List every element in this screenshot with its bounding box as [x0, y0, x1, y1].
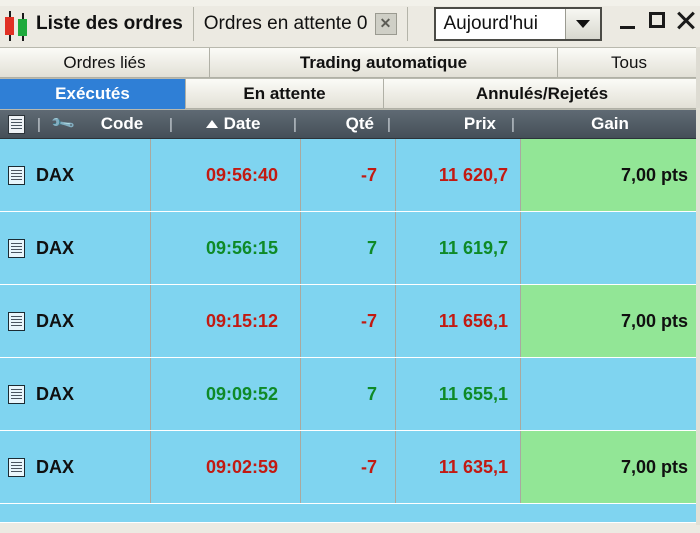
chevron-down-icon[interactable] [564, 8, 600, 39]
cell-prix: 11 655,1 [395, 358, 520, 430]
column-header-qte[interactable]: Qté [345, 114, 374, 133]
header-separator: | [511, 115, 515, 133]
row-document-icon[interactable] [0, 285, 32, 357]
tab-ordres-lies[interactable]: Ordres liés [0, 48, 210, 78]
cell-qte: 7 [300, 358, 395, 430]
cell-code: DAX [36, 164, 75, 185]
header-separator: | [169, 115, 173, 133]
column-header-date-label: Date [223, 114, 261, 133]
header-separator: | [293, 115, 297, 133]
cell-code: DAX [36, 310, 75, 331]
cell-prix: 11 619,7 [395, 212, 520, 284]
cell-gain: 7,00 pts [520, 139, 700, 211]
pending-close-icon[interactable]: ✕ [374, 12, 397, 35]
pending-orders-label: Ordres en attente 0 [203, 12, 368, 34]
tabs-row-primary: Ordres liés Trading automatique Tous [0, 48, 700, 79]
cell-date: 09:15:12 [150, 285, 300, 357]
cell-date: 09:56:40 [150, 139, 300, 211]
cell-prix: 11 635,1 [395, 431, 520, 503]
window-controls [618, 10, 696, 32]
titlebar-top-strip [0, 0, 700, 6]
column-header-code[interactable]: Code [100, 114, 144, 133]
tab-en-attente-label: En attente [243, 83, 326, 103]
table-row[interactable]: DAX 09:09:52 7 11 655,1 [0, 358, 700, 431]
tab-executes[interactable]: Exécutés [0, 79, 186, 109]
titlebar-divider-2 [406, 6, 408, 41]
column-header-gain[interactable]: Gain [591, 114, 629, 133]
titlebar-divider-1 [192, 6, 194, 41]
period-filter-dropdown[interactable]: Aujourd'hui [433, 6, 602, 41]
row-document-icon[interactable] [0, 212, 32, 284]
column-header-prix[interactable]: Prix [463, 114, 496, 133]
table-header: | 🔧 Code | Date | Qté | Prix | Gain [0, 110, 700, 139]
row-document-icon[interactable] [0, 431, 32, 503]
tab-trading-automatique[interactable]: Trading automatique [210, 48, 558, 78]
tab-trading-automatique-label: Trading automatique [299, 52, 468, 72]
document-icon [0, 110, 32, 138]
header-separator: | [387, 115, 391, 133]
sort-asc-icon [205, 120, 218, 128]
window-title: Liste des ordres [36, 12, 183, 34]
period-filter-value: Aujourd'hui [443, 12, 538, 34]
cell-qte: -7 [300, 139, 395, 211]
cell-gain [520, 358, 700, 430]
cell-qte: -7 [300, 285, 395, 357]
cell-gain: 7,00 pts [520, 285, 700, 357]
maximize-icon[interactable] [647, 10, 667, 32]
tab-tous[interactable]: Tous [558, 48, 700, 78]
window-titlebar: Liste des ordres Ordres en attente 0 ✕ A… [0, 0, 700, 48]
tab-executes-label: Exécutés [55, 84, 130, 103]
vertical-scrollbar[interactable] [696, 108, 700, 525]
tab-en-attente[interactable]: En attente [186, 79, 384, 109]
tab-annules-rejetes-label: Annulés/Rejetés [475, 83, 609, 103]
close-icon[interactable] [676, 10, 696, 32]
cell-qte: -7 [300, 431, 395, 503]
table-row-partial [0, 504, 700, 523]
cell-date: 09:09:52 [150, 358, 300, 430]
cell-prix: 11 620,7 [395, 139, 520, 211]
tabs-row-secondary: Exécutés En attente Annulés/Rejetés [0, 79, 700, 110]
table-row[interactable]: DAX 09:02:59 -7 11 635,1 7,00 pts [0, 431, 700, 504]
wrench-icon[interactable]: 🔧 [50, 111, 77, 138]
row-document-icon[interactable] [0, 358, 32, 430]
candlestick-icon [4, 9, 30, 43]
header-separator: | [37, 115, 41, 133]
orders-table-body: DAX 09:56:40 -7 11 620,7 7,00 pts DAX 09:56:15… [0, 139, 700, 504]
cell-date: 09:02:59 [150, 431, 300, 503]
minimize-icon[interactable] [618, 10, 638, 32]
tab-annules-rejetes[interactable]: Annulés/Rejetés [384, 79, 700, 109]
row-document-icon[interactable] [0, 139, 32, 211]
cell-gain [520, 212, 700, 284]
cell-gain: 7,00 pts [520, 431, 700, 503]
tab-tous-label: Tous [611, 52, 647, 72]
header-right-edge [696, 47, 700, 108]
column-header-date[interactable]: Date [178, 110, 288, 138]
table-row[interactable]: DAX 09:56:15 7 11 619,7 [0, 212, 700, 285]
cell-code: DAX [36, 237, 75, 258]
cell-code: DAX [36, 456, 75, 477]
table-row[interactable]: DAX 09:56:40 -7 11 620,7 7,00 pts [0, 139, 700, 212]
cell-qte: 7 [300, 212, 395, 284]
cell-code: DAX [36, 383, 75, 404]
cell-date: 09:56:15 [150, 212, 300, 284]
tab-ordres-lies-label: Ordres liés [63, 52, 146, 72]
cell-prix: 11 656,1 [395, 285, 520, 357]
table-row[interactable]: DAX 09:15:12 -7 11 656,1 7,00 pts [0, 285, 700, 358]
